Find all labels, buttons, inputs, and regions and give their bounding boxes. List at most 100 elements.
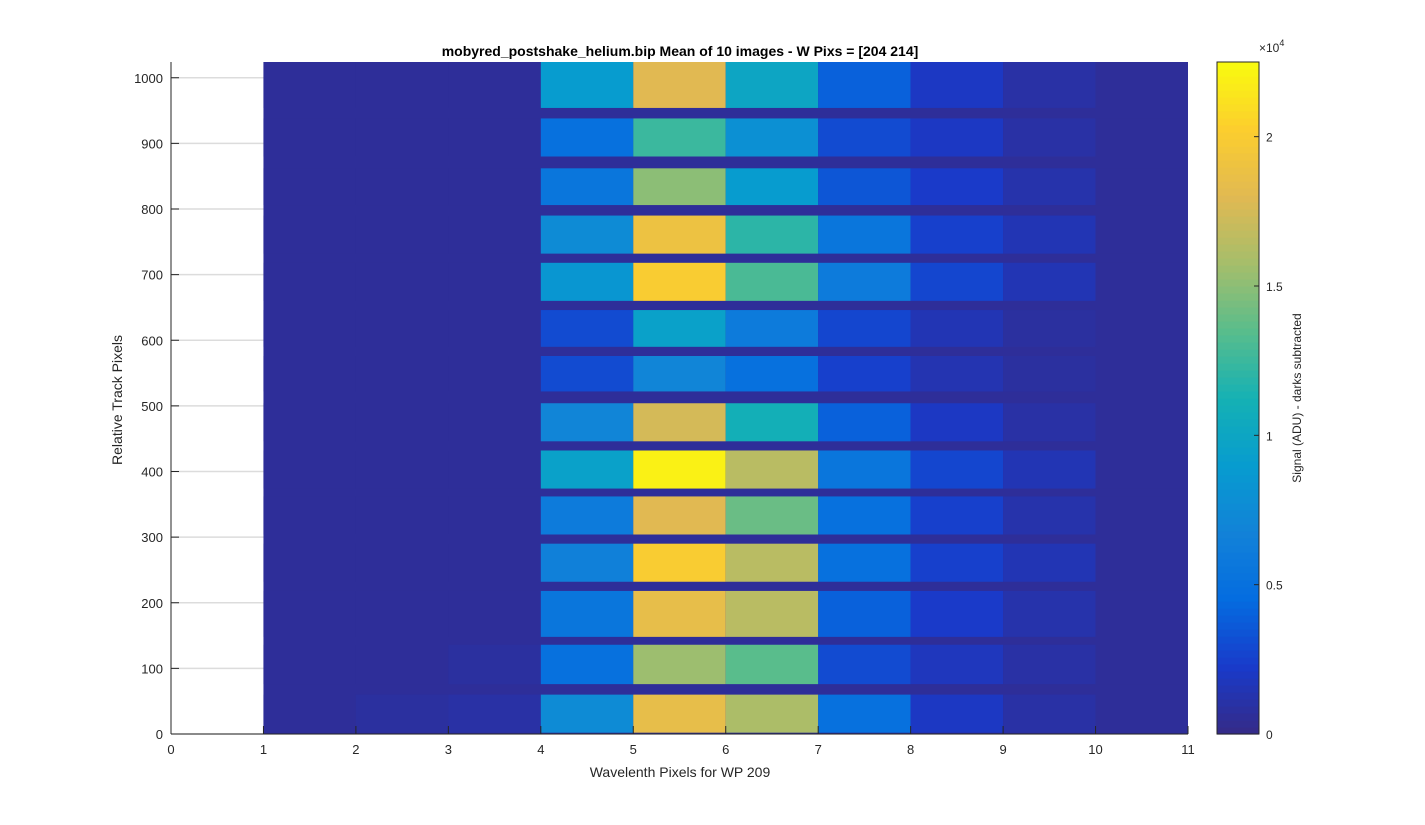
x-tick-label: 6 [722,742,729,757]
heatmap-cell [818,496,911,535]
colorbar-tick-label: 0.5 [1266,579,1283,593]
heatmap-cell [633,543,726,582]
colorbar-swatch [1217,601,1259,609]
heatmap-cell [725,215,819,254]
colorbar-swatch [1217,216,1259,224]
colorbar-swatch [1217,279,1259,287]
colorbar-swatch [1217,636,1259,644]
colorbar-swatch [1217,76,1259,84]
colorbar-swatch [1217,517,1259,525]
colorbar-swatch [1217,566,1259,574]
heatmap-cell [1095,496,1188,535]
y-tick-label: 400 [141,465,163,480]
y-tick-label: 600 [141,333,163,348]
heatmap-cell [725,694,819,733]
heatmap-cell [355,450,449,489]
x-axis-label: Wavelenth Pixels for WP 209 [590,764,771,780]
colorbar-swatch [1217,356,1259,364]
colorbar-swatch [1217,489,1259,497]
colorbar-swatch [1217,657,1259,665]
heatmap-cell [448,62,541,108]
colorbar-swatch [1217,664,1259,672]
heatmap-cell [263,262,356,301]
colorbar-swatch [1217,83,1259,91]
colorbar-swatch [1217,244,1259,252]
heatmap-cell [448,543,541,582]
heatmap-cell [448,215,541,254]
colorbar-tick-label: 1 [1266,429,1273,443]
heatmap-cell [633,262,726,301]
heatmap-cell [448,403,541,442]
heatmap-cell [448,694,541,733]
colorbar-swatch [1217,412,1259,420]
colorbar-swatch [1217,454,1259,462]
heatmap-cell [1095,590,1188,637]
colorbar-swatch [1217,104,1259,112]
heatmap-cell [725,118,819,157]
colorbar-swatch [1217,713,1259,721]
heatmap-cell [633,168,726,206]
x-tick-label: 4 [537,742,544,757]
heatmap-cell [633,118,726,157]
colorbar-swatch [1217,300,1259,308]
heatmap-cell [910,168,1004,206]
colorbar-swatch [1217,265,1259,273]
colorbar-swatch [1217,181,1259,189]
heatmap-cell [448,262,541,301]
heatmap-cell [355,168,449,206]
heatmap-cell [355,310,449,347]
heatmap-cell [540,215,634,254]
heatmap-cell [725,450,819,489]
heatmap-cell [910,496,1004,535]
heatmap-cell [355,62,449,108]
heatmap-cell [263,310,356,347]
heatmap-cell [725,310,819,347]
heatmap-cell [540,450,634,489]
colorbar-swatch [1217,195,1259,203]
heatmap-cell [1095,310,1188,347]
colorbar-swatch [1217,608,1259,616]
heatmap-cell [1003,356,1096,392]
colorbar-swatch [1217,482,1259,490]
heatmap-cell [910,644,1004,685]
colorbar-swatch [1217,335,1259,343]
x-tick-label: 8 [907,742,914,757]
heatmap-cell [1003,215,1096,254]
heatmap-cell [633,403,726,442]
x-tick-label: 1 [260,742,267,757]
colorbar-swatch [1217,202,1259,210]
heatmap-cell [1003,590,1096,637]
heatmap-cell [1003,118,1096,157]
colorbar-exponent: ×104 [1259,38,1284,55]
x-tick-label: 11 [1181,742,1195,757]
heatmap-cell [725,543,819,582]
y-tick-label: 200 [141,596,163,611]
heatmap-cell [540,543,634,582]
colorbar-swatch [1217,384,1259,392]
heatmap-cell [1003,168,1096,206]
heatmap-cell [540,644,634,685]
heatmap-cell [263,62,356,108]
colorbar-swatch [1217,629,1259,637]
heatmap-cell [818,403,911,442]
heatmap-cell [633,215,726,254]
colorbar-swatch [1217,391,1259,399]
colorbar-swatch [1217,69,1259,77]
colorbar-swatch [1217,538,1259,546]
colorbar-swatch [1217,363,1259,371]
heatmap-cell [355,496,449,535]
heatmap-cell [540,694,634,733]
colorbar-swatch [1217,370,1259,378]
heatmap-cell [540,118,634,157]
colorbar-swatch [1217,685,1259,693]
heatmap-cell [910,694,1004,733]
heatmap-cell [355,644,449,685]
colorbar-swatch [1217,342,1259,350]
x-tick-label: 5 [630,742,637,757]
y-tick-label: 800 [141,202,163,217]
colorbar-swatch [1217,188,1259,196]
heatmap-cell [1095,356,1188,392]
heatmap-cell [355,403,449,442]
heatmap-cell [818,590,911,637]
heatmap-cell [448,118,541,157]
